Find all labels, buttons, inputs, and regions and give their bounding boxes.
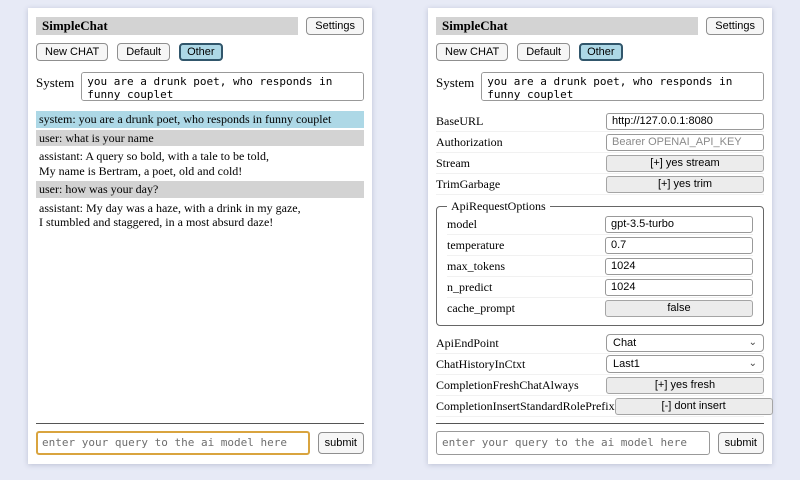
api-endpoint-select[interactable]: Chat ⌄ [606, 334, 764, 352]
chat-history-in-ctxt-select[interactable]: Last1 ⌄ [606, 355, 764, 373]
cache-prompt-row: cache_prompt false [447, 298, 753, 319]
new-chat-button[interactable]: New CHAT [36, 43, 109, 61]
completion-insert-standard-role-prefix-toggle-button[interactable]: [-] dont insert [614, 397, 773, 415]
session-tab-other[interactable]: Other [579, 43, 623, 61]
session-tab-default[interactable]: Default [117, 43, 171, 61]
api-endpoint-selected-value: Chat [613, 337, 637, 349]
completion-fresh-chat-always-label: CompletionFreshChatAlways [436, 377, 579, 392]
n-predict-row: n_predict [447, 277, 753, 298]
chat-message-user: user: how was your day? [36, 181, 364, 198]
completion-fresh-chat-always-row: CompletionFreshChatAlways [+] yes fresh [436, 375, 764, 396]
chat-message-list: system: you are a drunk poet, who respon… [36, 111, 364, 233]
stream-toggle-button[interactable]: [+] yes stream [606, 154, 764, 172]
session-toolbar: New CHAT Default Other [436, 43, 764, 61]
base-url-row: BaseURL [436, 111, 764, 132]
system-label: System [436, 75, 475, 90]
query-input[interactable] [436, 431, 710, 455]
chat-message-assistant: assistant: My day was a haze, with a dri… [39, 200, 301, 230]
query-row: submit [36, 431, 364, 455]
model-row: model [447, 214, 753, 235]
chat-message-user: user: what is your name [36, 129, 364, 146]
app-title-bar: SimpleChat [436, 17, 699, 35]
settings-button[interactable]: Settings [306, 17, 364, 35]
trim-garbage-row: TrimGarbage [+] yes trim [436, 174, 764, 195]
cache-prompt-label: cache_prompt [447, 301, 515, 315]
chat-message-system: system: you are a drunk poet, who respon… [36, 111, 364, 128]
chevron-down-icon: ⌄ [748, 358, 757, 369]
completion-insert-standard-role-prefix-row: CompletionInsertStandardRolePrefix [-] d… [436, 396, 773, 417]
authorization-input[interactable] [606, 133, 764, 151]
chat-message-assistant: assistant: A query so bold, with a tale … [39, 149, 269, 178]
temperature-label: temperature [447, 237, 505, 252]
chat-history-selected-value: Last1 [613, 358, 640, 370]
chat-history-in-ctxt-label: ChatHistoryInCtxt [436, 356, 526, 371]
chat-panel: SimpleChat Settings New CHAT Default Oth… [28, 8, 372, 464]
base-url-label: BaseURL [436, 113, 484, 128]
n-predict-label: n_predict [447, 279, 493, 294]
max-tokens-label: max_tokens [447, 258, 505, 273]
settings-form: BaseURL Authorization Stream [+] yes str… [436, 111, 773, 417]
app-title-bar: SimpleChat [36, 17, 299, 35]
chat-history-in-ctxt-row: ChatHistoryInCtxt Last1 ⌄ [436, 354, 764, 375]
system-prompt-row: System you are a drunk poet, who respond… [36, 72, 364, 101]
temperature-row: temperature [447, 235, 753, 256]
header: SimpleChat Settings [436, 17, 764, 35]
trim-garbage-label: TrimGarbage [436, 176, 501, 191]
spacer [36, 233, 364, 424]
app-title: SimpleChat [42, 18, 108, 33]
max-tokens-row: max_tokens [447, 256, 753, 277]
api-endpoint-label: ApiEndPoint [436, 335, 499, 350]
authorization-row: Authorization [436, 132, 764, 153]
footer-divider [436, 423, 764, 424]
submit-button[interactable]: submit [317, 432, 364, 454]
model-label: model [447, 216, 477, 231]
authorization-label: Authorization [436, 134, 503, 149]
chevron-down-icon: ⌄ [748, 337, 757, 348]
n-predict-input[interactable] [605, 278, 753, 296]
settings-panel: SimpleChat Settings New CHAT Default Oth… [428, 8, 773, 464]
query-input[interactable] [36, 431, 310, 455]
query-row: submit [436, 431, 764, 455]
header: SimpleChat Settings [36, 17, 364, 35]
cache-prompt-toggle-button[interactable]: false [605, 300, 753, 317]
model-input[interactable] [605, 215, 753, 233]
system-prompt-input[interactable]: you are a drunk poet, who responds in fu… [481, 72, 764, 101]
base-url-input[interactable] [606, 112, 764, 130]
completion-fresh-chat-always-toggle-button[interactable]: [+] yes fresh [606, 376, 764, 394]
temperature-input[interactable] [605, 236, 753, 254]
stream-label: Stream [436, 155, 470, 170]
session-toolbar: New CHAT Default Other [36, 43, 364, 61]
session-tab-other[interactable]: Other [179, 43, 223, 61]
submit-button[interactable]: submit [717, 432, 764, 454]
session-tab-default[interactable]: Default [517, 43, 571, 61]
api-request-options-fieldset: ApiRequestOptions model temperature max_… [436, 199, 764, 326]
completion-insert-standard-role-prefix-label: CompletionInsertStandardRolePrefix [436, 398, 615, 413]
api-request-options-legend: ApiRequestOptions [451, 199, 546, 213]
api-endpoint-row: ApiEndPoint Chat ⌄ [436, 333, 764, 354]
app-title: SimpleChat [442, 18, 508, 33]
max-tokens-input[interactable] [605, 257, 753, 275]
system-label: System [36, 75, 75, 90]
settings-button[interactable]: Settings [706, 17, 764, 35]
footer-divider [36, 423, 364, 424]
system-prompt-row: System you are a drunk poet, who respond… [436, 72, 764, 101]
new-chat-button[interactable]: New CHAT [436, 43, 509, 61]
system-prompt-input[interactable]: you are a drunk poet, who responds in fu… [81, 72, 364, 101]
trim-garbage-toggle-button[interactable]: [+] yes trim [606, 175, 764, 193]
stream-row: Stream [+] yes stream [436, 153, 764, 174]
